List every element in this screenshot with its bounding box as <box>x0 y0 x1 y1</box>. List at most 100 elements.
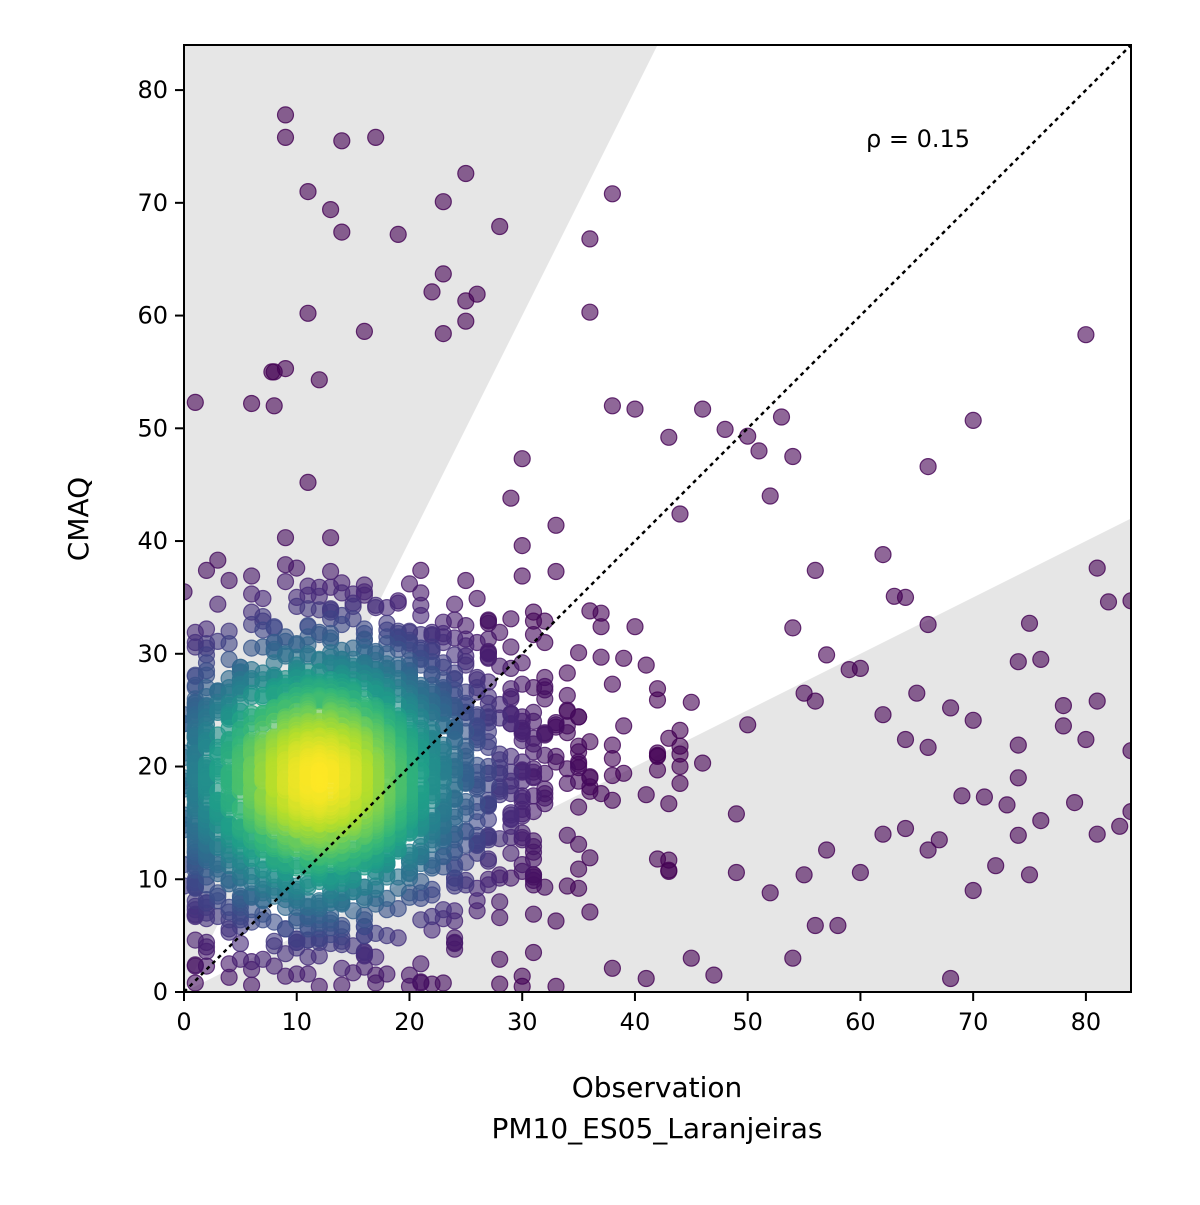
data-point <box>491 217 509 236</box>
data-point <box>998 796 1016 814</box>
data-point <box>1009 653 1027 671</box>
data-point <box>975 788 994 806</box>
x-tick-label: 10 <box>281 1008 312 1036</box>
data-point <box>322 201 340 219</box>
data-point <box>412 911 430 929</box>
data-point <box>491 908 509 927</box>
data-point <box>1032 811 1050 830</box>
data-point <box>333 584 351 602</box>
data-point <box>468 589 486 608</box>
y-tick-label: 20 <box>137 753 168 781</box>
data-point <box>615 717 633 735</box>
data-point <box>502 804 520 822</box>
data-point <box>186 974 204 992</box>
data-point <box>784 949 802 967</box>
data-point <box>400 575 419 593</box>
data-point <box>874 545 892 564</box>
y-axis: 0 10 20 30 40 50 60 70 80 <box>137 76 184 1006</box>
data-point <box>953 787 971 805</box>
data-point <box>885 587 903 605</box>
data-point <box>1020 614 1039 632</box>
data-point <box>750 442 768 460</box>
plot-area <box>184 45 1131 992</box>
x-axis-label-station: PM10_ES05_Laranjeiras <box>492 1112 823 1145</box>
data-point <box>1088 559 1106 577</box>
data-point <box>355 322 373 340</box>
data-point <box>333 132 351 150</box>
data-point <box>513 536 531 555</box>
data-point <box>367 128 385 146</box>
data-point <box>479 614 497 632</box>
data-point <box>693 400 712 418</box>
points-layer <box>184 106 1131 992</box>
data-point <box>209 595 227 613</box>
data-point <box>243 394 261 413</box>
data-point <box>536 690 554 708</box>
data-point <box>547 516 565 534</box>
data-point <box>660 795 678 813</box>
data-point <box>648 761 667 779</box>
data-point <box>896 730 915 749</box>
data-point <box>648 850 667 868</box>
data-point <box>333 959 351 977</box>
data-point <box>1077 326 1095 344</box>
data-point <box>491 950 509 968</box>
data-point <box>908 684 926 702</box>
data-point <box>1009 736 1027 754</box>
x-tick-label: 80 <box>1071 1008 1102 1036</box>
data-point <box>1111 817 1129 835</box>
y-axis-label: CMAQ <box>62 477 95 561</box>
data-point <box>874 706 892 724</box>
data-point <box>547 912 565 930</box>
data-point <box>423 283 441 301</box>
data-point <box>457 164 475 183</box>
data-point <box>491 975 509 992</box>
data-point <box>434 325 452 343</box>
data-point <box>1122 803 1131 821</box>
data-point <box>276 572 295 591</box>
data-point <box>1065 793 1084 812</box>
data-point <box>1088 692 1106 710</box>
data-point <box>558 686 576 705</box>
data-point <box>299 473 317 491</box>
y-tick-label: 10 <box>137 865 168 893</box>
data-point <box>276 106 295 124</box>
data-point <box>569 835 588 853</box>
data-point <box>558 664 576 682</box>
data-point <box>592 618 610 636</box>
data-point <box>446 929 464 947</box>
data-point <box>626 400 644 418</box>
data-point <box>919 738 937 757</box>
data-point <box>637 969 655 988</box>
data-point <box>603 397 622 415</box>
data-point <box>479 870 497 888</box>
data-point <box>716 420 734 438</box>
data-point <box>491 893 509 911</box>
data-point <box>919 841 937 859</box>
data-point <box>569 798 588 816</box>
data-point <box>581 903 599 921</box>
data-point <box>243 567 261 585</box>
data-point <box>209 884 227 902</box>
data-point <box>1122 592 1131 610</box>
data-point <box>1020 866 1039 884</box>
data-point <box>727 805 746 823</box>
data-point <box>446 595 464 613</box>
data-point <box>682 693 700 711</box>
data-point <box>184 583 193 601</box>
data-point <box>739 716 757 734</box>
data-point <box>603 185 622 203</box>
data-point <box>806 561 824 580</box>
data-point <box>874 825 892 843</box>
data-point <box>434 193 452 211</box>
data-point <box>660 729 678 747</box>
data-point <box>333 976 351 992</box>
data-point <box>1054 696 1073 715</box>
data-point <box>739 427 757 445</box>
data-point <box>333 615 351 634</box>
data-point <box>941 969 960 988</box>
data-point <box>389 225 407 243</box>
x-tick-label: 60 <box>845 1008 876 1036</box>
y-tick-label: 30 <box>137 640 168 668</box>
